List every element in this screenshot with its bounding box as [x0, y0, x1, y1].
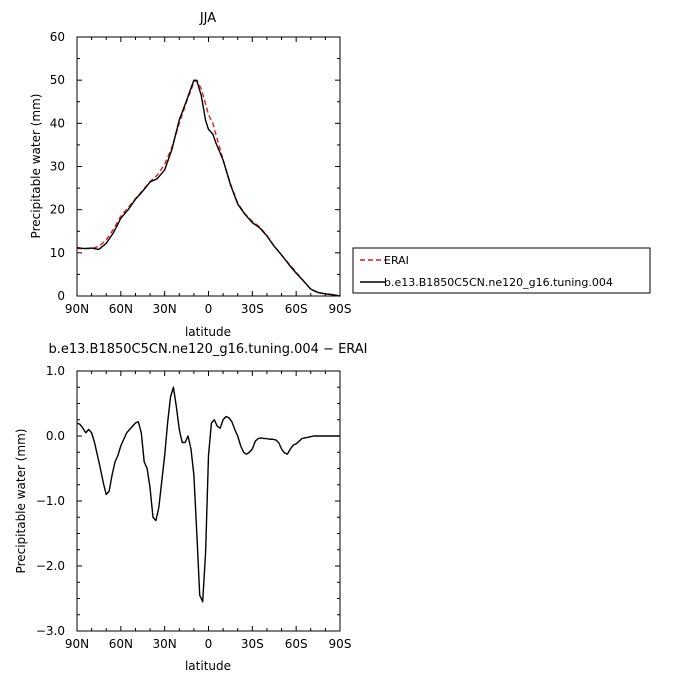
- bottom-difference-line: [76, 386, 340, 603]
- top-x-tick-label: 60S: [285, 302, 308, 316]
- top-y-axis-label: Precipitable water (mm): [29, 94, 43, 239]
- bottom-y-tick-label: −3.0: [36, 624, 65, 638]
- top-x-tick-label: 0: [205, 302, 213, 316]
- top-series-erai-line: [77, 79, 341, 297]
- bottom-x-tick-label: 90S: [329, 637, 352, 651]
- top-y-tick-label: 60: [50, 30, 65, 44]
- bottom-y-tick-label: −1.0: [36, 494, 65, 508]
- top-y-tick-label: 50: [50, 73, 65, 87]
- top-x-tick-label: 30N: [153, 302, 177, 316]
- bottom-y-tick-label: 1.0: [46, 364, 65, 378]
- bottom-x-tick-label: 60S: [285, 637, 308, 651]
- bottom-y-tick-label: −2.0: [36, 559, 65, 573]
- top-x-tick-label: 90N: [65, 302, 89, 316]
- top-series-model-line: [76, 79, 341, 297]
- bottom-x-tick-label: 0: [205, 637, 213, 651]
- bottom-x-tick-label: 30S: [241, 637, 264, 651]
- bottom-y-tick-label: 0.0: [46, 429, 65, 443]
- top-y-tick-label: 0: [57, 289, 65, 303]
- bottom-y-axis-label: Precipitable water (mm): [14, 429, 28, 574]
- top-y-tick-label: 10: [50, 246, 65, 260]
- top-y-tick-label: 20: [50, 203, 65, 217]
- bottom-x-tick-label: 90N: [65, 637, 89, 651]
- legend: ERAI b.e13.B1850C5CN.ne120_g16.tuning.00…: [352, 247, 651, 294]
- legend-label-erai: ERAI: [384, 254, 409, 267]
- legend-label-model: b.e13.B1850C5CN.ne120_g16.tuning.004: [384, 276, 613, 289]
- bottom-x-axis-label: latitude: [185, 659, 231, 673]
- top-x-tick-label: 90S: [329, 302, 352, 316]
- bottom-plot-frame: [76, 370, 341, 632]
- top-chart-title: JJA: [199, 11, 216, 26]
- bottom-plot-area: 90N 60N 30N 0 30S 60S 90S 1.0 0.0 −1.0 −2.0 −3.0: [36, 364, 352, 651]
- legend-box: [352, 247, 651, 294]
- top-plot-frame: [76, 36, 341, 297]
- bottom-x-tick-label: 30N: [153, 637, 177, 651]
- top-y-tick-label: 40: [50, 116, 65, 130]
- top-x-tick-label: 60N: [109, 302, 133, 316]
- top-x-axis-label: latitude: [185, 325, 231, 339]
- top-y-tick-label: 30: [50, 160, 65, 174]
- top-x-tick-label: 30S: [241, 302, 264, 316]
- bottom-chart-title: b.e13.B1850C5CN.ne120_g16.tuning.004 − E…: [48, 342, 367, 357]
- bottom-x-tick-label: 60N: [109, 637, 133, 651]
- top-plot-area: 90N 60N 30N 0 30S 60S 90S 0 10 20 30 40 50 60: [50, 30, 352, 316]
